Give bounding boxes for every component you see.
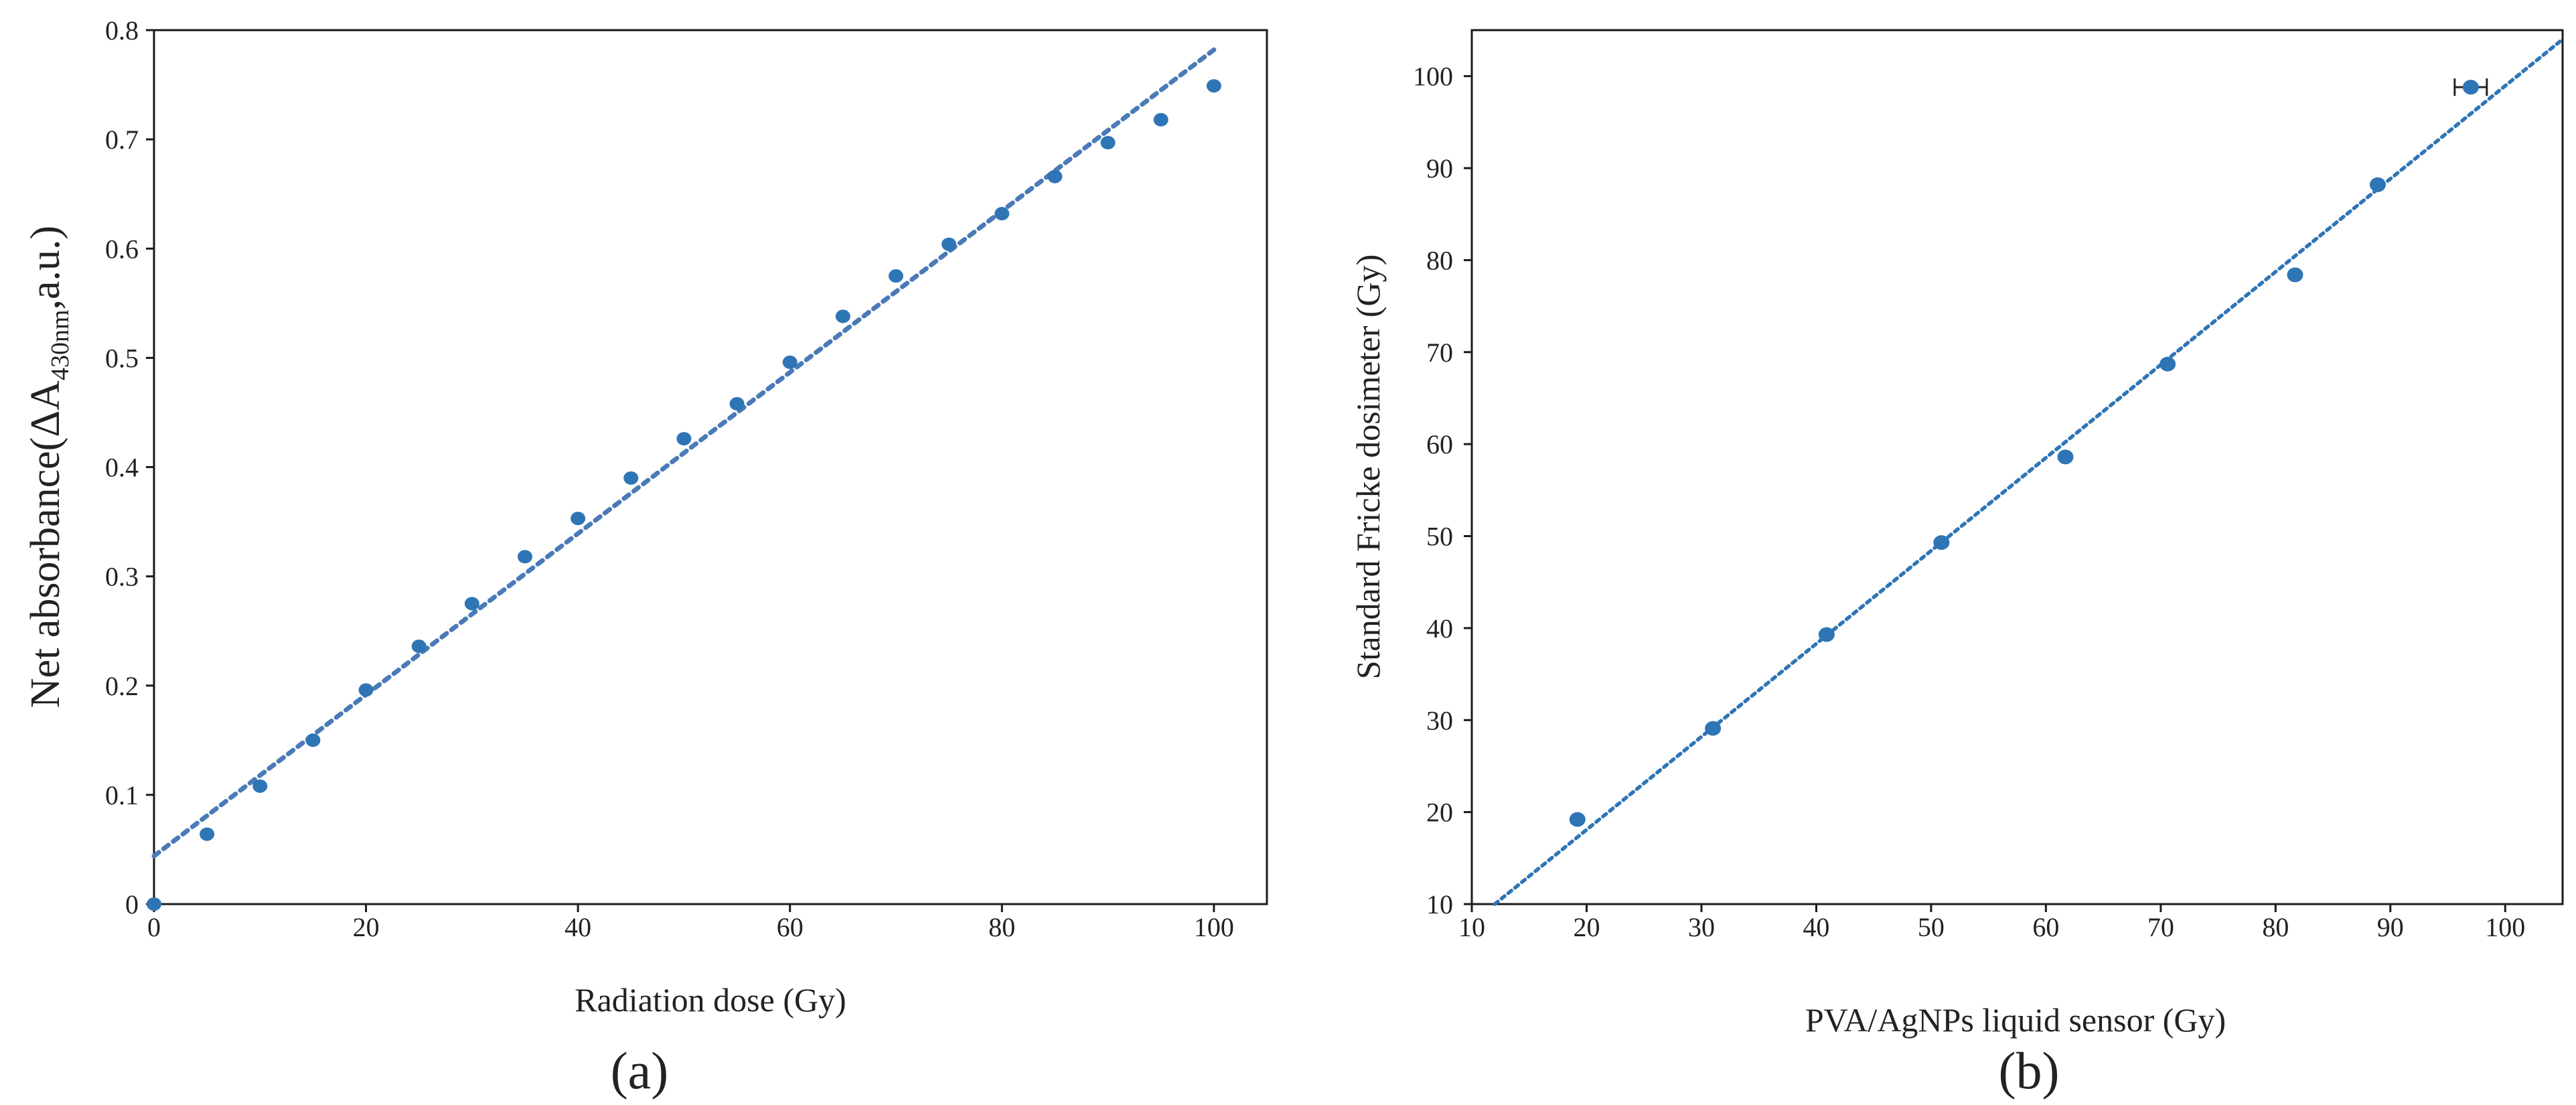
- data-point: [464, 597, 479, 611]
- data-point: [835, 309, 850, 323]
- data-point: [147, 897, 161, 911]
- trendline-b: [1493, 37, 2565, 906]
- y-tick-label: 0.1: [105, 780, 139, 810]
- y-tick-label: 0.2: [105, 671, 139, 701]
- y-tick-label: 10: [1426, 889, 1453, 919]
- x-tick-label: 80: [988, 912, 1015, 942]
- y-tick-label: 0.6: [105, 234, 139, 264]
- data-point: [676, 432, 692, 446]
- y-tick-label: 90: [1426, 153, 1453, 183]
- data-point: [1206, 79, 1221, 93]
- data-point: [1047, 169, 1063, 183]
- data-points-a: [147, 79, 1221, 911]
- data-point: [1153, 113, 1168, 127]
- y-tick-label: 0.5: [105, 343, 139, 373]
- x-axis-label-a: Radiation dose (Gy): [575, 981, 846, 1019]
- data-point: [889, 269, 903, 283]
- data-point: [252, 779, 268, 793]
- y-axis-label-b: Standard Fricke dosimeter (Gy): [1349, 254, 1387, 680]
- data-point: [2369, 177, 2386, 192]
- trendline-a: [151, 47, 1217, 859]
- x-tick-label: 60: [2032, 912, 2059, 942]
- x-tick-label: 20: [1573, 912, 1600, 942]
- data-point: [729, 396, 745, 411]
- data-point: [2462, 80, 2479, 95]
- data-point: [623, 471, 639, 485]
- data-point: [1818, 627, 1835, 642]
- x-tick-label: 60: [777, 912, 804, 942]
- axis-ticks-a: 0 20 40 60 80 100 0 0.1 0.2 0.3 0.4 0.5 0.6 0.7 0.8: [105, 15, 1234, 942]
- x-tick-label: 40: [564, 912, 591, 942]
- data-point: [200, 827, 215, 841]
- panel-label-b: (b): [1999, 1041, 2060, 1100]
- y-tick-label: 0: [125, 889, 139, 919]
- y-tick-label: 80: [1426, 245, 1453, 275]
- data-point: [782, 355, 798, 369]
- y-tick-label: 20: [1426, 798, 1453, 828]
- y-tick-label: 0.4: [105, 453, 139, 483]
- data-point: [1705, 721, 1722, 736]
- data-point: [941, 237, 957, 251]
- x-tick-label: 30: [1688, 912, 1715, 942]
- y-tick-label: 0.7: [105, 125, 139, 155]
- panel-a: 0 20 40 60 80 100 0 0.1 0.2 0.3 0.4 0.5 0.6 0.7 0.8 Ra…: [23, 15, 1268, 1100]
- y-tick-label: 50: [1426, 522, 1453, 552]
- y-axis-label-a: Net absorbance(ΔA430nm,a.u.): [23, 226, 74, 708]
- data-point: [305, 733, 321, 747]
- x-tick-label: 20: [353, 912, 380, 942]
- y-tick-label: 100: [1413, 62, 1453, 92]
- data-point: [2057, 449, 2074, 465]
- plot-frame-a: [153, 29, 1268, 905]
- x-tick-label: 40: [1803, 912, 1829, 942]
- x-axis-label-b: PVA/AgNPs liquid sensor (Gy): [1805, 1001, 2226, 1039]
- data-point: [1569, 812, 1586, 827]
- data-point: [518, 550, 532, 564]
- data-point: [1100, 136, 1116, 150]
- y-tick-label: 30: [1426, 705, 1453, 735]
- data-point: [571, 512, 586, 526]
- data-point: [411, 640, 427, 654]
- plot-frame-b: [1470, 29, 2564, 905]
- panel-label-a: (a): [611, 1041, 669, 1100]
- x-tick-label: 100: [1194, 912, 1234, 942]
- panel-b: 10 20 30 40 50 60 70 80 90 100 10 20 30 40 50 60 70 80 90 1…: [1349, 29, 2565, 1100]
- data-points-b: [1569, 78, 2488, 827]
- axis-ticks-b: 10 20 30 40 50 60 70 80 90 100 10 20 30 40 50 60 70 80 90 1…: [1413, 62, 2525, 942]
- data-point: [994, 207, 1010, 221]
- y-tick-label: 0.8: [105, 15, 139, 46]
- y-tick-label: 60: [1426, 429, 1453, 459]
- x-tick-label: 70: [2147, 912, 2174, 942]
- x-tick-label: 10: [1458, 912, 1485, 942]
- x-tick-label: 80: [2262, 912, 2289, 942]
- trendline-b: [1493, 37, 2565, 906]
- x-tick-label: 50: [1918, 912, 1945, 942]
- data-point: [1933, 535, 1950, 550]
- x-tick-label: 0: [147, 912, 161, 942]
- data-point: [2160, 356, 2176, 372]
- y-tick-label: 0.3: [105, 562, 139, 592]
- data-point: [358, 683, 374, 697]
- trendline-a: [151, 47, 1217, 859]
- y-tick-label: 40: [1426, 613, 1453, 644]
- data-point: [2287, 267, 2303, 283]
- y-tick-label: 70: [1426, 338, 1453, 368]
- x-tick-label: 100: [2485, 912, 2525, 942]
- x-tick-label: 90: [2377, 912, 2404, 942]
